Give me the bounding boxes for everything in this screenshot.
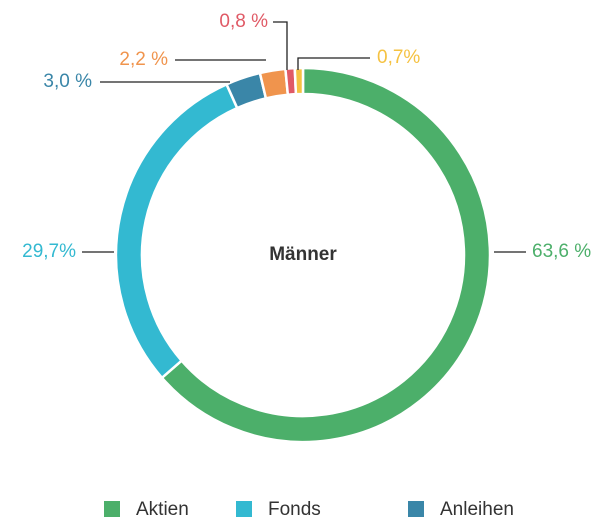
donut-segment: [114, 82, 239, 380]
value-label: 3,0 %: [43, 71, 92, 92]
legend-label: Aktien: [136, 499, 189, 520]
donut-segment: [258, 67, 290, 100]
value-label: 63,6 %: [532, 241, 591, 262]
center-title: Männer: [269, 244, 337, 265]
legend-swatch: [236, 501, 252, 517]
legend-swatch: [408, 501, 424, 517]
value-label: 0,7%: [377, 47, 420, 68]
legend-swatch: [104, 501, 120, 517]
leader-line: [297, 57, 370, 70]
donut-segment: [160, 66, 492, 444]
legend-label: Fonds: [268, 499, 321, 520]
value-label: 0,8 %: [219, 11, 268, 32]
value-label: 29,7%: [22, 241, 76, 262]
legend-label: Anleihen: [440, 499, 514, 520]
donut-segment: [293, 66, 305, 96]
value-label: 2,2 %: [119, 49, 168, 70]
leader-line: [273, 21, 288, 70]
